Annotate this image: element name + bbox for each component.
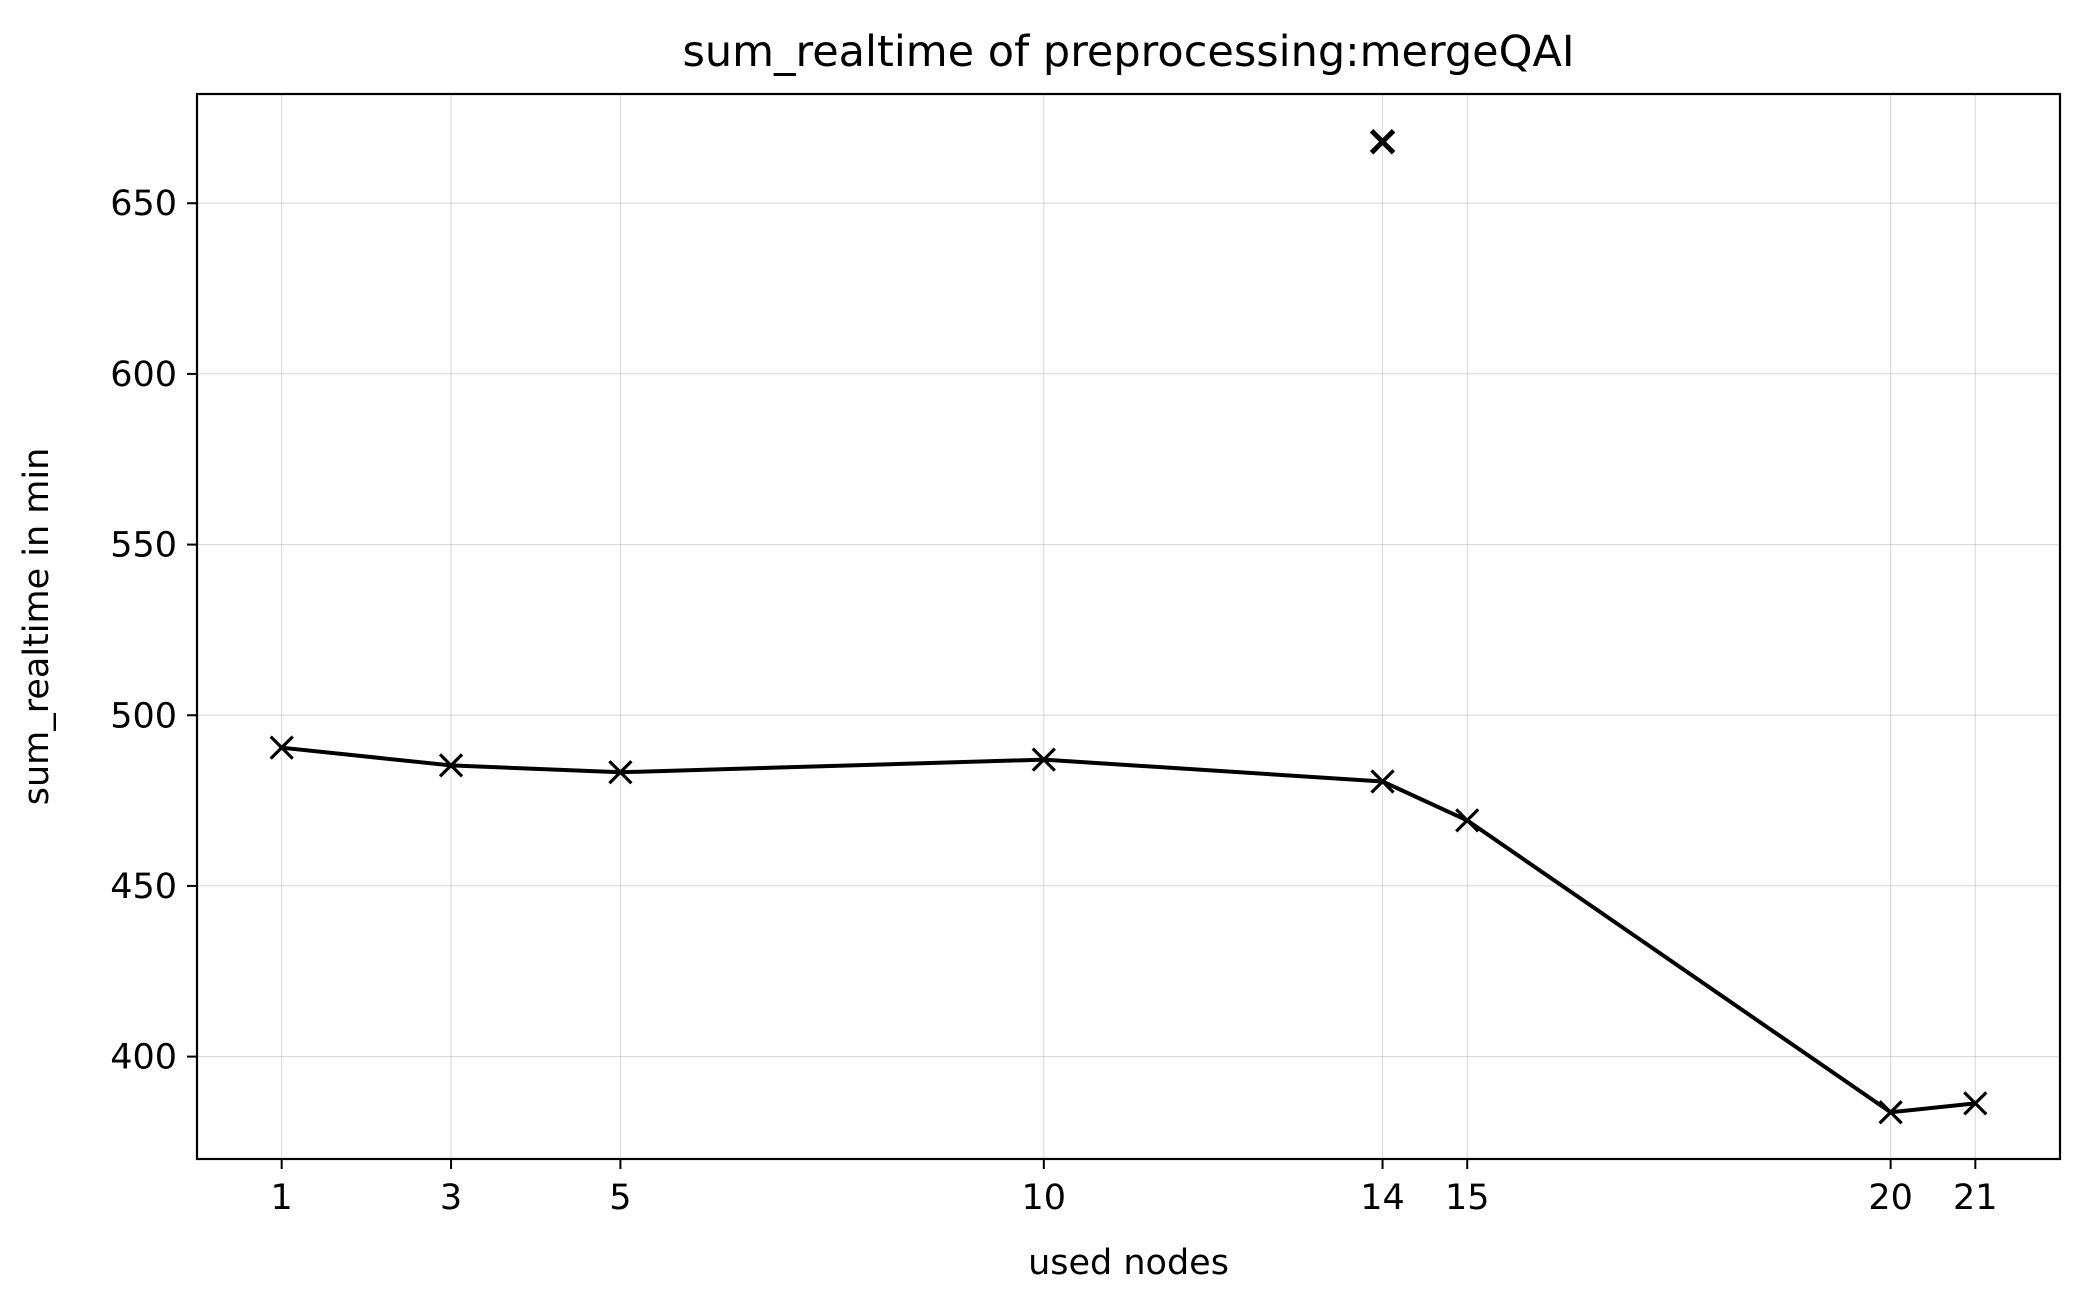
x-tick-label: 1 bbox=[271, 1178, 293, 1218]
x-tick-label: 5 bbox=[609, 1178, 631, 1218]
y-tick-label: 650 bbox=[110, 184, 177, 224]
series-line bbox=[281, 745, 1976, 1115]
outlier-point-marker bbox=[1369, 129, 1396, 155]
data-point-marker bbox=[1031, 747, 1056, 772]
series-group bbox=[281, 745, 1976, 1115]
data-point-marker-stroke-b bbox=[438, 753, 464, 778]
y-tick-label: 400 bbox=[110, 1038, 177, 1078]
grid bbox=[197, 94, 2060, 1159]
data-point-marker-stroke-b bbox=[269, 735, 294, 760]
markers-group bbox=[269, 129, 1988, 1125]
y-axis-label: sum_realtime in min bbox=[17, 448, 57, 806]
x-axis-label: used nodes bbox=[1028, 1243, 1229, 1283]
x-tick-label: 20 bbox=[1868, 1178, 1913, 1218]
y-tick-label: 450 bbox=[110, 867, 177, 907]
y-tick-label: 550 bbox=[110, 526, 177, 566]
data-point-marker bbox=[269, 735, 294, 760]
data-point-marker-stroke-b bbox=[608, 760, 633, 785]
y-tick-label: 600 bbox=[110, 355, 177, 395]
chart-title: sum_realtime of preprocessing:mergeQAI bbox=[682, 27, 1574, 77]
data-point-marker-stroke-b bbox=[1963, 1091, 1988, 1116]
data-point-marker-stroke-b bbox=[1031, 747, 1056, 772]
data-point-marker-stroke-b bbox=[1455, 808, 1480, 833]
data-point-marker bbox=[1370, 769, 1395, 794]
y-tick-label: 500 bbox=[110, 696, 177, 736]
data-point-marker bbox=[1455, 808, 1480, 833]
x-tick-label: 3 bbox=[440, 1178, 462, 1218]
outlier-point-marker-stroke-b bbox=[1369, 129, 1396, 155]
data-point-marker-stroke-b bbox=[1370, 769, 1395, 794]
x-tick-label: 15 bbox=[1445, 1178, 1490, 1218]
plot-area-frame bbox=[195, 92, 2062, 1161]
data-point-marker bbox=[1963, 1091, 1988, 1116]
data-point-marker bbox=[1878, 1100, 1903, 1125]
y-axis-ticks: 400 450 500 550 600 650 bbox=[110, 184, 197, 1078]
x-tick-label: 10 bbox=[1022, 1178, 1067, 1218]
x-tick-label: 21 bbox=[1953, 1178, 1998, 1218]
x-tick-label: 14 bbox=[1360, 1178, 1405, 1218]
data-point-marker bbox=[608, 760, 633, 785]
data-point-marker bbox=[438, 753, 464, 778]
data-point-marker-stroke-b bbox=[1878, 1100, 1903, 1125]
x-axis-ticks: 1 3 5 10 14 15 20 21 bbox=[271, 1159, 1998, 1218]
